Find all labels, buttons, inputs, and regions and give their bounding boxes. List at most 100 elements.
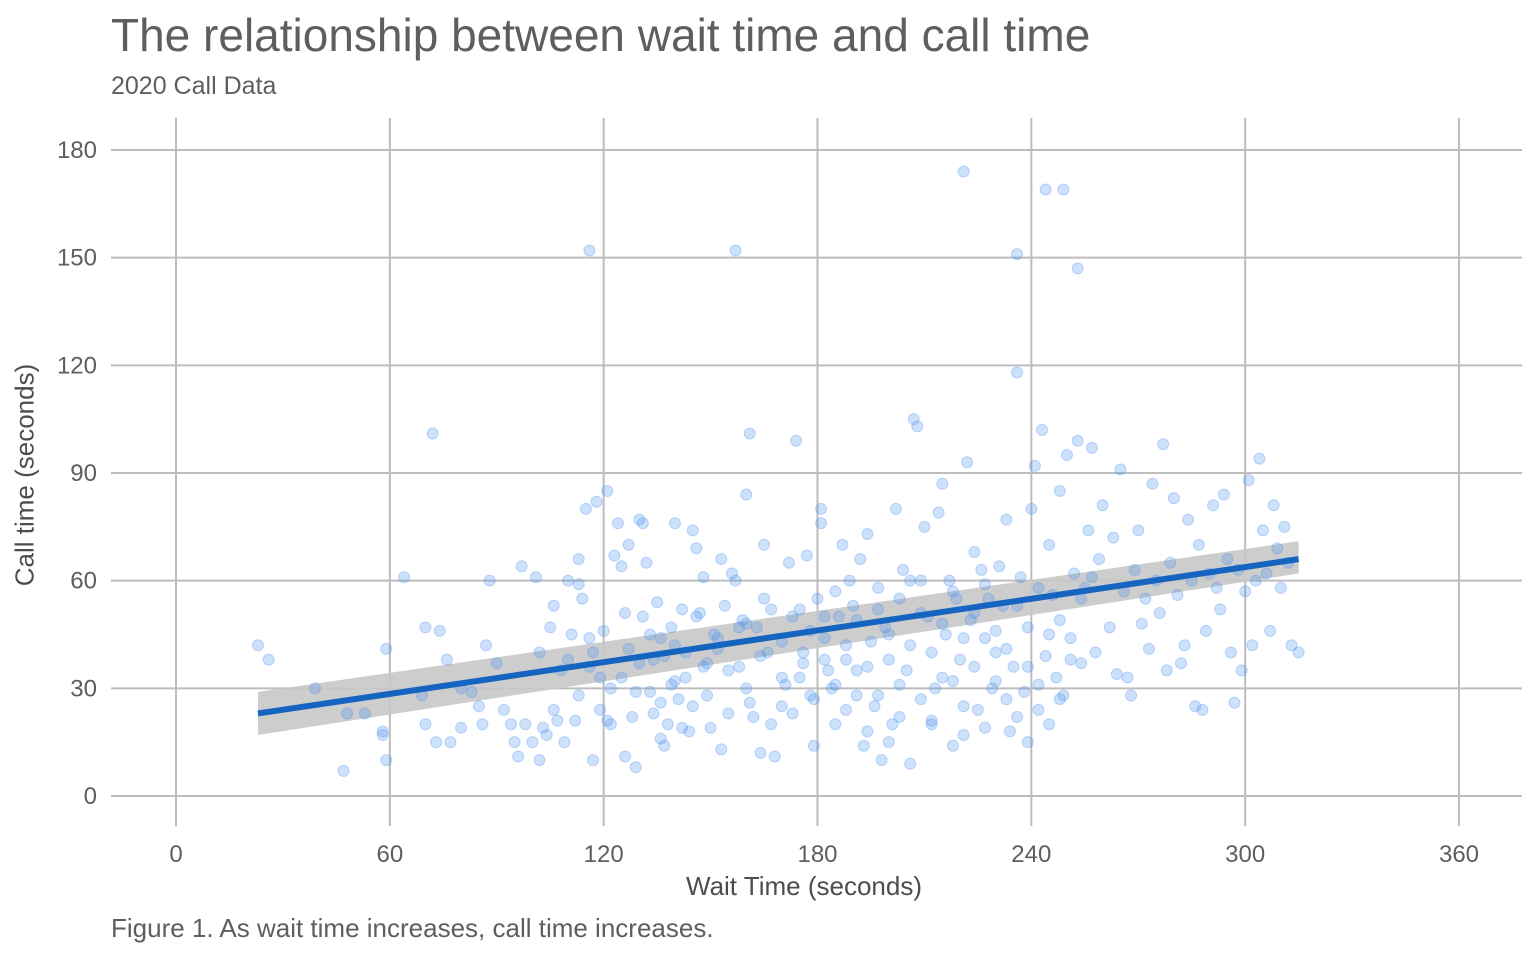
trend-line: [257, 556, 1300, 717]
data-point: [1171, 589, 1184, 602]
x-tick-label: 60: [376, 841, 403, 868]
data-point: [786, 610, 799, 623]
data-point: [729, 574, 742, 587]
data-point: [1292, 646, 1305, 659]
data-point: [551, 714, 564, 727]
data-point: [807, 693, 820, 706]
data-point: [971, 703, 984, 716]
data-point: [1085, 441, 1098, 454]
data-point: [629, 685, 642, 698]
data-point: [308, 682, 321, 695]
data-point: [882, 653, 895, 666]
data-point: [818, 632, 831, 645]
data-point: [829, 678, 842, 691]
data-point: [1025, 502, 1038, 515]
data-point: [1032, 581, 1045, 594]
data-point: [1278, 520, 1291, 533]
data-point: [889, 502, 902, 515]
data-point: [1128, 563, 1141, 576]
data-point: [376, 725, 389, 738]
data-point: [979, 578, 992, 591]
data-point: [1021, 736, 1034, 749]
data-point: [1157, 438, 1170, 451]
data-point: [986, 682, 999, 695]
data-point: [829, 718, 842, 731]
data-point: [1246, 639, 1259, 652]
data-point: [882, 736, 895, 749]
data-point: [533, 646, 546, 659]
y-tick-label: 120: [57, 352, 97, 379]
data-point: [1142, 642, 1155, 655]
data-point: [1271, 542, 1284, 555]
data-point: [950, 592, 963, 605]
data-point: [1153, 606, 1166, 619]
data-point: [832, 610, 845, 623]
data-point: [1007, 660, 1020, 673]
data-point: [1264, 624, 1277, 637]
data-point: [430, 736, 443, 749]
data-point: [658, 739, 671, 752]
data-point: [893, 711, 906, 724]
data-point: [790, 434, 803, 447]
data-point: [480, 639, 493, 652]
data-point: [836, 538, 849, 551]
data-point: [622, 538, 635, 551]
data-point: [829, 585, 842, 598]
data-point: [815, 502, 828, 515]
data-point: [1000, 513, 1013, 526]
data-point: [793, 603, 806, 616]
data-point: [583, 632, 596, 645]
data-point: [1267, 499, 1280, 512]
data-point: [647, 707, 660, 720]
data-point: [740, 617, 753, 630]
data-point: [925, 714, 938, 727]
data-point: [676, 603, 689, 616]
data-point: [341, 707, 354, 720]
data-point: [765, 718, 778, 731]
data-point: [398, 571, 411, 584]
data-point: [1235, 664, 1248, 677]
data-point: [654, 732, 667, 745]
data-point: [1028, 459, 1041, 472]
data-point: [761, 646, 774, 659]
data-point: [558, 736, 571, 749]
data-point: [1214, 603, 1227, 616]
data-point: [376, 728, 389, 741]
data-point: [1011, 248, 1024, 261]
data-point: [1103, 621, 1116, 634]
data-point: [622, 642, 635, 655]
data-point: [562, 574, 575, 587]
data-point: [754, 650, 767, 663]
data-point: [701, 689, 714, 702]
data-point: [508, 736, 521, 749]
data-point: [497, 703, 510, 716]
data-point: [1043, 718, 1056, 731]
data-point: [604, 718, 617, 731]
data-point: [419, 621, 432, 634]
data-point: [690, 542, 703, 555]
data-point: [251, 639, 264, 652]
data-point: [426, 427, 439, 440]
data-point: [1228, 696, 1241, 709]
data-point: [472, 700, 485, 713]
y-axis-label: Call time (seconds): [9, 363, 40, 587]
data-point: [797, 646, 810, 659]
data-point: [743, 696, 756, 709]
data-point: [619, 750, 632, 763]
data-point: [1210, 581, 1223, 594]
data-point: [1075, 657, 1088, 670]
data-point: [1089, 646, 1102, 659]
data-point: [840, 639, 853, 652]
data-point: [804, 689, 817, 702]
data-point: [611, 517, 624, 530]
y-tick-label: 30: [70, 675, 97, 702]
y-tick-label: 180: [57, 137, 97, 164]
data-point: [989, 675, 1002, 688]
data-point: [872, 689, 885, 702]
data-point: [601, 714, 614, 727]
data-point: [594, 703, 607, 716]
x-tick-label: 300: [1225, 841, 1265, 868]
x-tick-label: 0: [169, 841, 182, 868]
data-point: [1164, 556, 1177, 569]
data-point: [957, 700, 970, 713]
